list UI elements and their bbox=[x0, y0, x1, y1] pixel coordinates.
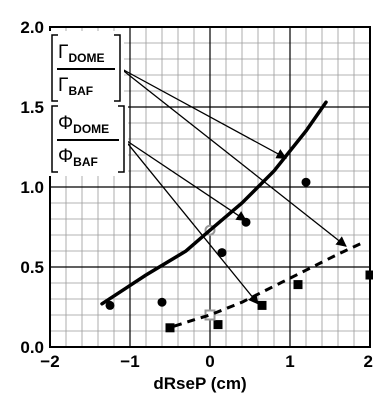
annotation-arrow bbox=[124, 139, 258, 304]
x-axis-title: dRseP (cm) bbox=[153, 374, 246, 393]
data-point-circle bbox=[158, 298, 167, 307]
data-point-square bbox=[258, 301, 267, 310]
data-point-circle bbox=[302, 178, 311, 187]
data-point-square bbox=[294, 280, 303, 289]
x-tick-label: −1 bbox=[120, 352, 139, 371]
annotation-arrow bbox=[120, 68, 286, 158]
data-point-square bbox=[214, 320, 223, 329]
y-tick-label: 0.5 bbox=[20, 258, 44, 277]
y-tick-label: 1.5 bbox=[20, 98, 44, 117]
fit-curve-gamma_fit_dashed bbox=[174, 243, 362, 326]
data-point-square bbox=[366, 271, 373, 280]
y-tick-label: 1.0 bbox=[20, 178, 44, 197]
annotation-arrow bbox=[120, 68, 346, 246]
x-tick-label: 0 bbox=[205, 352, 214, 371]
data-point-square bbox=[166, 323, 175, 332]
y-tick-label: 2.0 bbox=[20, 18, 44, 37]
x-tick-label: 1 bbox=[285, 352, 294, 371]
annotation-arrow bbox=[124, 139, 246, 221]
x-tick-label: −2 bbox=[40, 352, 59, 371]
x-tick-label: 2 bbox=[364, 352, 373, 371]
